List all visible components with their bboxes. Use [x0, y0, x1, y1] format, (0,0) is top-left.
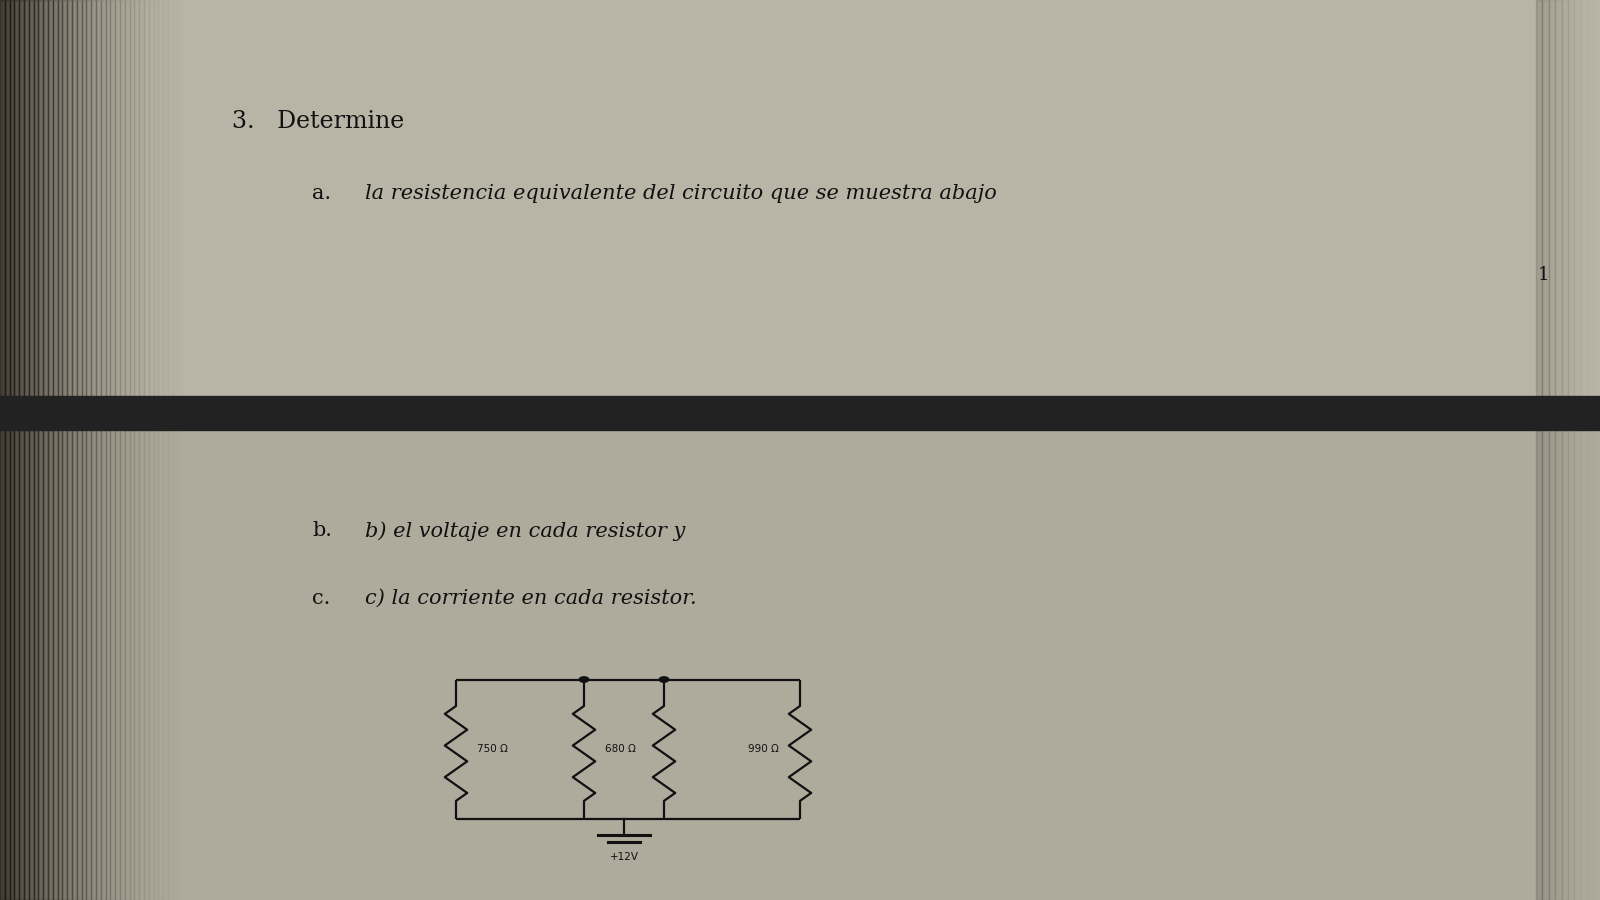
Bar: [163, 0, 168, 900]
Text: 680 Ω: 680 Ω: [605, 744, 635, 754]
Bar: [43, 0, 48, 900]
Text: 3.   Determine: 3. Determine: [232, 110, 405, 133]
Bar: [86, 0, 91, 900]
Text: b) el voltaje en cada resistor y: b) el voltaje en cada resistor y: [365, 521, 685, 541]
Bar: [1587, 0, 1594, 900]
Bar: [29, 0, 34, 900]
Bar: [139, 0, 144, 900]
Bar: [106, 0, 110, 900]
Bar: [14, 0, 19, 900]
Bar: [24, 0, 29, 900]
Text: +12V: +12V: [610, 852, 638, 862]
Bar: [10, 0, 14, 900]
Text: c.: c.: [312, 589, 330, 608]
Bar: [77, 0, 82, 900]
Bar: [1562, 0, 1568, 900]
Bar: [1542, 0, 1549, 900]
Bar: [154, 0, 158, 900]
Bar: [1594, 0, 1600, 900]
Bar: [0, 0, 1600, 418]
Bar: [67, 0, 72, 900]
Bar: [91, 0, 96, 900]
Bar: [134, 0, 139, 900]
Bar: [144, 0, 149, 900]
Text: 1: 1: [1538, 266, 1550, 284]
Bar: [0, 0, 5, 900]
Bar: [0, 418, 1600, 900]
Bar: [48, 0, 53, 900]
Bar: [34, 0, 38, 900]
Bar: [149, 0, 154, 900]
Bar: [182, 0, 187, 900]
Bar: [1555, 0, 1562, 900]
Bar: [1581, 0, 1587, 900]
Bar: [19, 0, 24, 900]
Bar: [120, 0, 125, 900]
Text: 990 Ω: 990 Ω: [749, 744, 779, 754]
Bar: [58, 0, 62, 900]
Circle shape: [659, 677, 669, 682]
Bar: [178, 0, 182, 900]
Bar: [115, 0, 120, 900]
Text: b.: b.: [312, 521, 333, 541]
Text: 750 Ω: 750 Ω: [477, 744, 507, 754]
Text: c) la corriente en cada resistor.: c) la corriente en cada resistor.: [365, 589, 696, 608]
Bar: [168, 0, 173, 900]
Text: a.: a.: [312, 184, 331, 203]
Bar: [38, 0, 43, 900]
Bar: [125, 0, 130, 900]
Bar: [1549, 0, 1555, 900]
Bar: [187, 0, 192, 900]
Bar: [110, 0, 115, 900]
Bar: [158, 0, 163, 900]
Bar: [1574, 0, 1581, 900]
Bar: [82, 0, 86, 900]
Bar: [130, 0, 134, 900]
Bar: [5, 0, 10, 900]
Bar: [1536, 0, 1542, 900]
Bar: [101, 0, 106, 900]
Text: la resistencia equivalente del circuito que se muestra abajo: la resistencia equivalente del circuito …: [365, 184, 997, 203]
Bar: [62, 0, 67, 900]
Bar: [0, 396, 1600, 430]
Bar: [173, 0, 178, 900]
Bar: [72, 0, 77, 900]
Bar: [1568, 0, 1574, 900]
Bar: [53, 0, 58, 900]
Circle shape: [579, 677, 589, 682]
Bar: [96, 0, 101, 900]
